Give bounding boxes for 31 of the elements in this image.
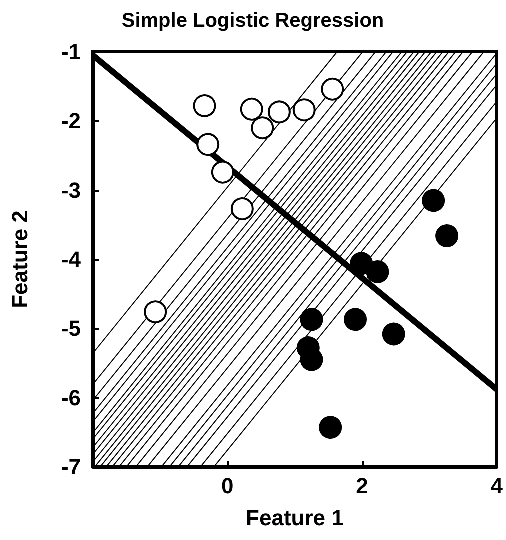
y-tick-label: -7	[61, 454, 81, 480]
y-axis-title: Feature 2	[8, 210, 32, 308]
x-tick-label: 2	[356, 474, 368, 498]
point	[240, 98, 264, 121]
x-tick-label: 4	[490, 474, 504, 498]
point	[193, 94, 216, 118]
y-tick-label: -5	[61, 316, 81, 342]
point	[366, 260, 390, 284]
point	[436, 224, 459, 248]
y-tick-label: -1	[61, 40, 81, 64]
point	[230, 198, 254, 220]
y-tick-label: -4	[61, 247, 82, 272]
y-tick-label: -3	[61, 178, 81, 203]
point	[321, 78, 344, 101]
point	[300, 308, 324, 332]
point	[196, 133, 220, 156]
point	[422, 189, 446, 212]
x-tick-label: 0	[222, 474, 234, 498]
x-axis-title: Feature 1	[246, 506, 344, 530]
point	[350, 252, 374, 276]
point	[251, 116, 274, 140]
chart-title: Simple Logistic Regression	[122, 10, 384, 32]
point	[344, 308, 368, 332]
point	[268, 100, 291, 124]
point	[292, 98, 316, 122]
y-tick-label: -6	[61, 385, 81, 410]
point	[211, 160, 234, 184]
point	[144, 300, 168, 324]
point	[382, 322, 406, 346]
y-tick-label: -2	[61, 108, 81, 134]
point	[319, 416, 342, 440]
